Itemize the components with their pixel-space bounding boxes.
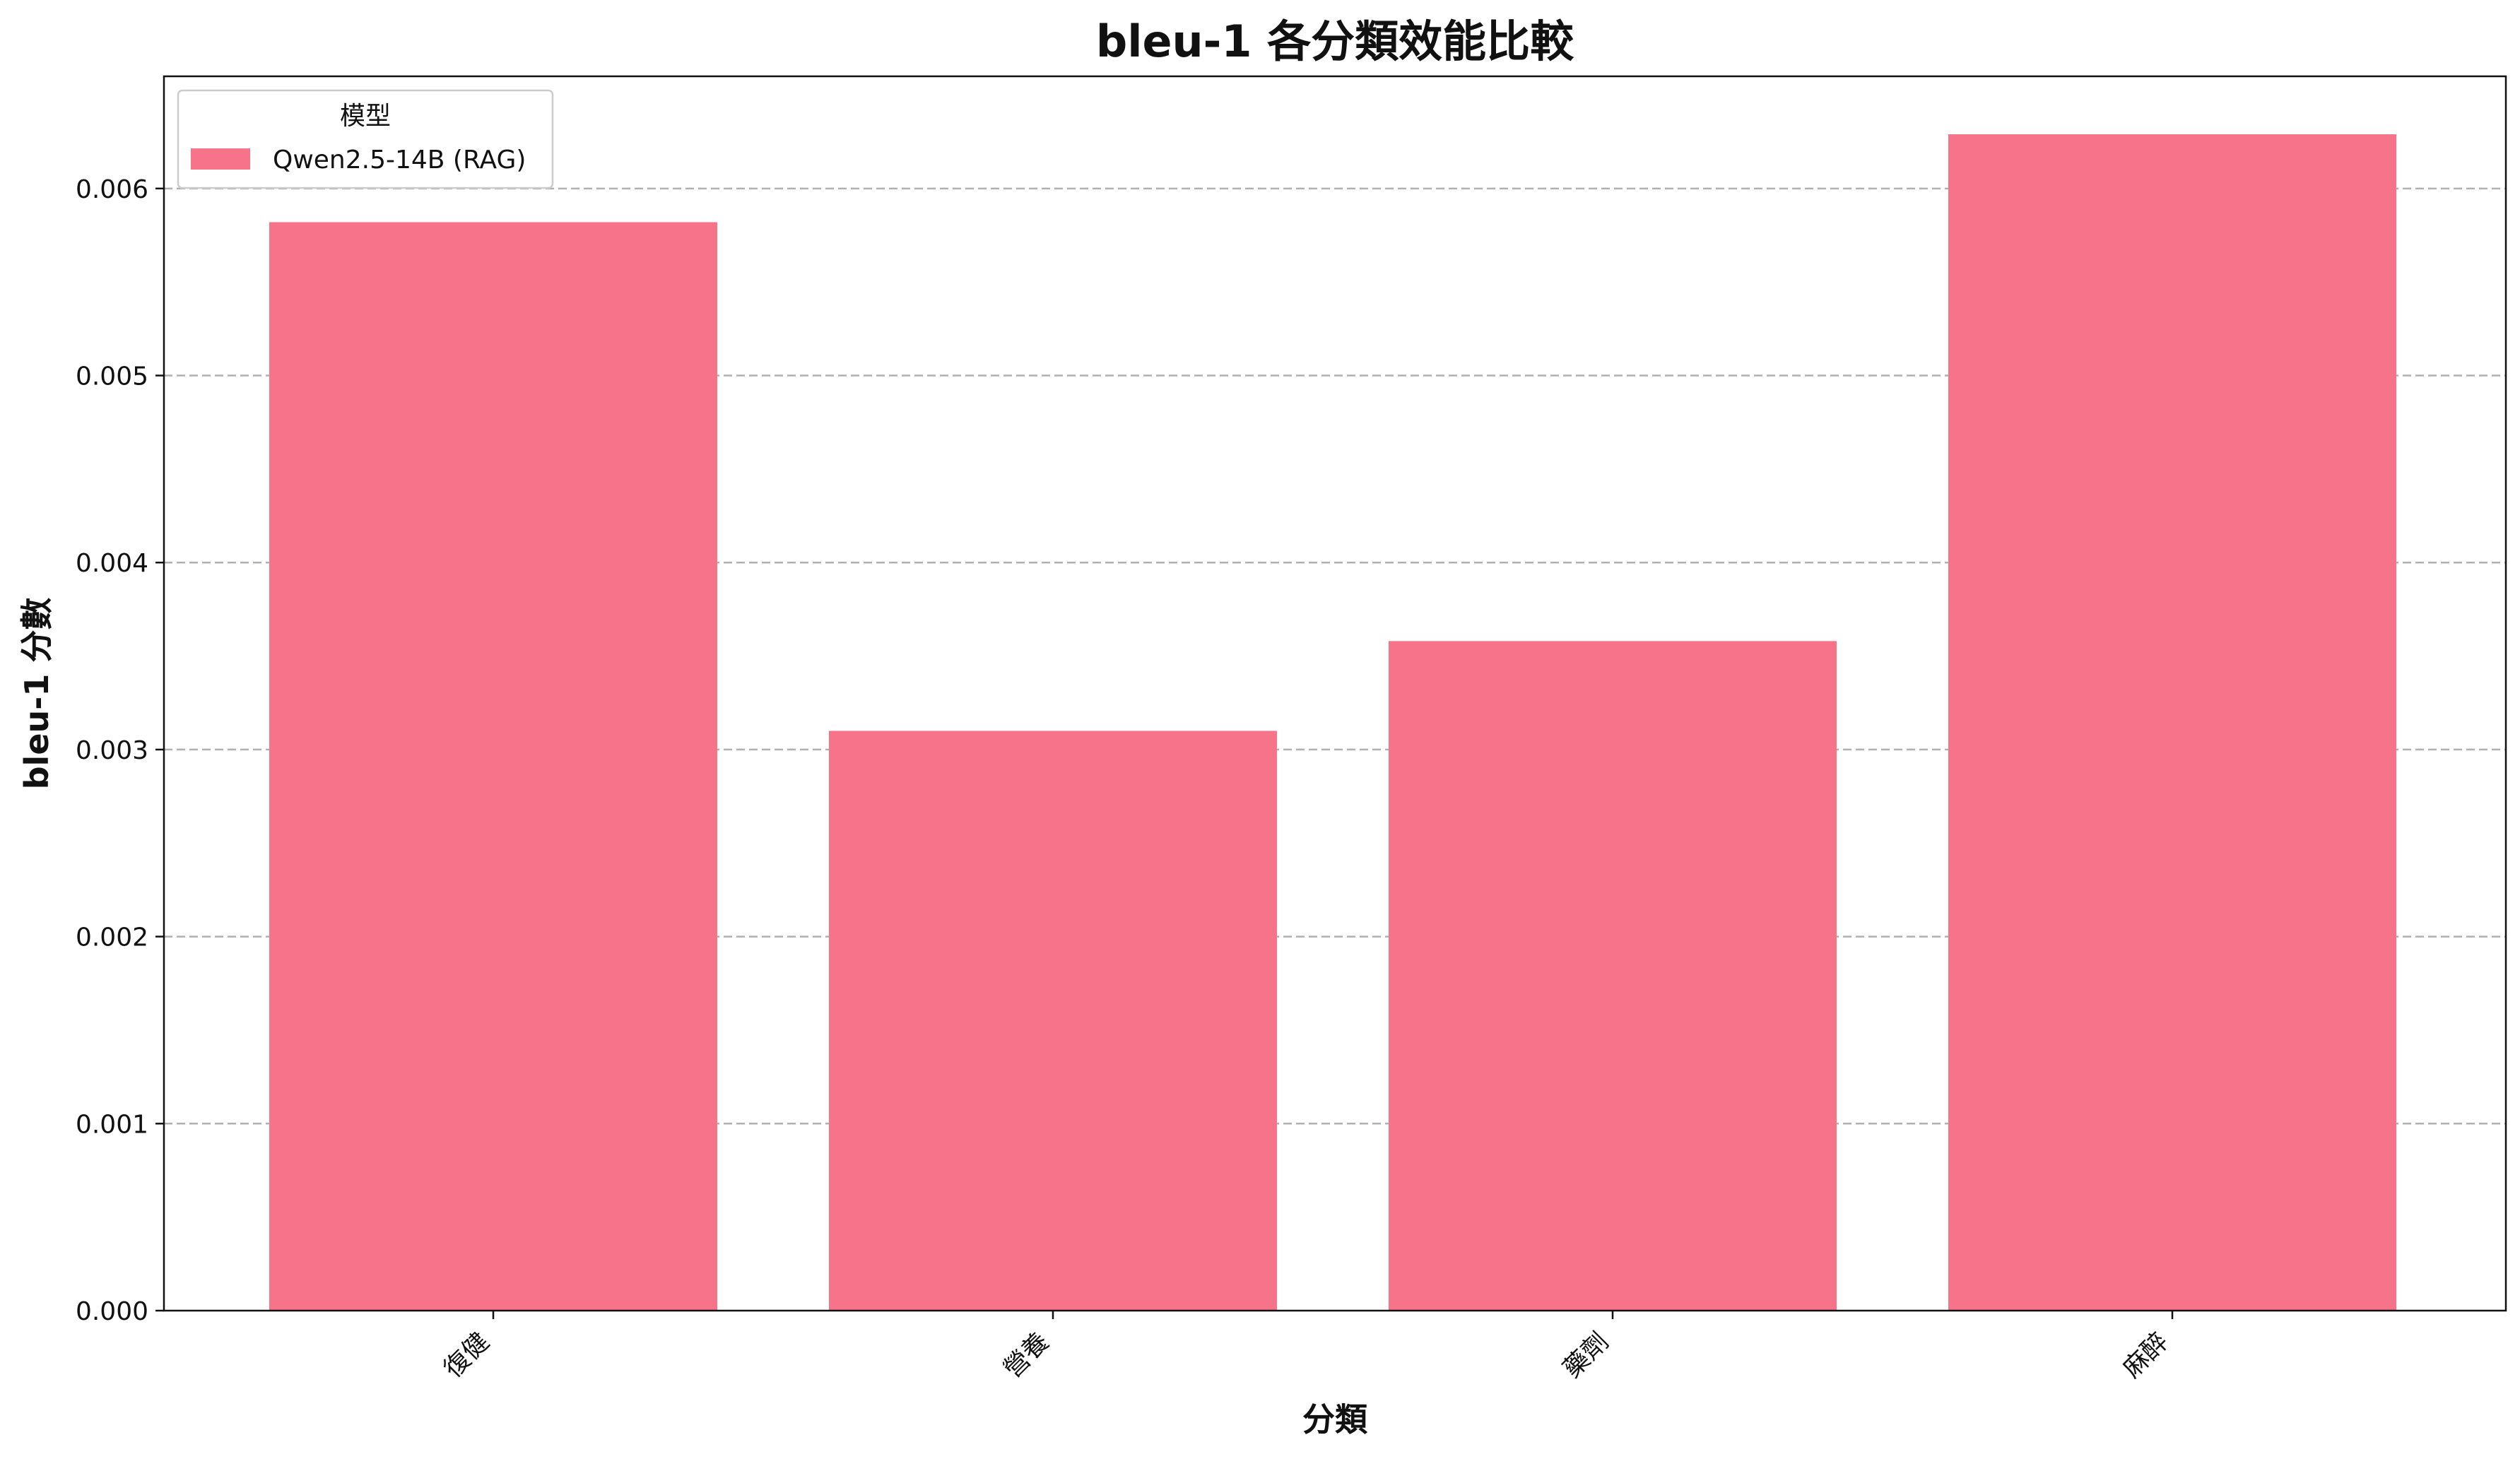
y-tick-label: 0.003 (76, 736, 148, 765)
y-axis-label: bleu-1 分數 (18, 598, 56, 790)
x-axis: 復健 營養 藥劑 麻醉 (438, 1311, 2174, 1383)
x-tick-label: 麻醉 (2117, 1327, 2174, 1383)
legend-entry-label: Qwen2.5-14B (RAG) (273, 146, 526, 175)
y-tick-label: 0.006 (76, 175, 148, 204)
y-axis: 0.000 0.001 0.002 0.003 0.004 0.005 0.006 (76, 175, 164, 1326)
x-tick-label: 復健 (438, 1327, 495, 1383)
bar (1389, 641, 1837, 1311)
x-axis-label: 分類 (1302, 1400, 1368, 1439)
y-tick-label: 0.001 (76, 1110, 148, 1139)
legend-title: 模型 (340, 102, 391, 131)
legend-swatch (191, 148, 250, 170)
legend-box (177, 89, 554, 189)
bars-layer (269, 134, 2396, 1311)
y-tick-label: 0.004 (76, 549, 148, 578)
legend: 模型 Qwen2.5-14B (RAG) (177, 89, 554, 189)
bar (269, 222, 717, 1311)
x-tick-label: 營養 (998, 1327, 1054, 1383)
plot-frame (163, 75, 2507, 1312)
y-tick-label: 0.000 (76, 1297, 148, 1326)
chart-title: bleu-1 各分類效能比較 (1096, 16, 1574, 67)
bar (829, 731, 1277, 1311)
y-tick-label: 0.005 (76, 362, 148, 391)
bar (1948, 134, 2396, 1311)
y-tick-label: 0.002 (76, 923, 148, 952)
x-tick-label: 藥劑 (1558, 1327, 1614, 1383)
